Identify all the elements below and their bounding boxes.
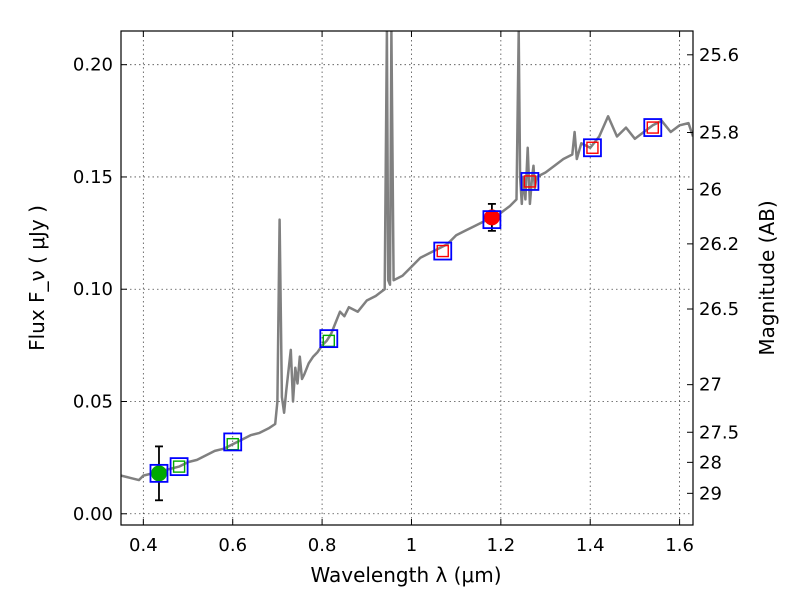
plot-frame: [120, 30, 694, 526]
photometry-square: [583, 138, 602, 158]
y2-tick-label: 26: [699, 179, 722, 200]
grid: [121, 31, 693, 525]
x-tick-label: 1: [406, 535, 417, 556]
observed-point: [483, 209, 500, 226]
photometry-square: [520, 172, 540, 191]
y-tick-label: 0.20: [73, 55, 113, 76]
photometry-square: [172, 460, 186, 473]
photometry-square: [223, 432, 243, 452]
x-tick-label: 0.8: [308, 535, 337, 556]
observed-point: [150, 465, 167, 482]
plot-content: [121, 31, 693, 502]
y2-tick-label: 29: [699, 483, 722, 504]
x-tick-label: 1.4: [576, 535, 605, 556]
x-tick-label: 1.2: [487, 535, 516, 556]
photometry-square: [433, 241, 453, 261]
photometry-square: [646, 121, 659, 134]
y-tick-label: 0.10: [73, 279, 113, 300]
y2-tick-label: 27: [699, 375, 722, 396]
photometry-square: [169, 457, 189, 477]
y2-axis-label: Magnitude (AB): [755, 200, 779, 355]
y2-tick-label: 28: [699, 452, 722, 473]
y2-tick-label: 25.8: [699, 122, 739, 143]
x-tick-label: 0.4: [129, 535, 158, 556]
photometry-square: [149, 463, 169, 483]
y2-tick-label: 25.6: [699, 45, 739, 66]
photometry-square: [436, 244, 449, 258]
ticks: 0.4 0.6 0.8 1 1.2 1.4 1.6 0.00 0.05 0.10 0.15 0.20 2…: [73, 31, 739, 556]
photometry-square: [523, 175, 537, 188]
photometry-square: [482, 210, 502, 230]
photometry-square: [319, 329, 339, 349]
y-tick-label: 0.15: [73, 167, 113, 188]
y-tick-label: 0.00: [73, 504, 113, 525]
x-axis-label: Wavelength λ (μm): [310, 563, 501, 587]
y-tick-label: 0.05: [73, 392, 113, 413]
photometry-square: [586, 141, 599, 154]
x-tick-label: 0.6: [218, 535, 247, 556]
y2-tick-label: 27.5: [699, 422, 739, 443]
spectrum-line: [121, 31, 693, 482]
photometry-square: [643, 118, 663, 137]
x-tick-label: 1.6: [665, 535, 694, 556]
y2-tick-label: 26.2: [699, 234, 739, 255]
y-axis-label: Flux F_ν ( μJy ): [25, 205, 49, 351]
y2-tick-label: 26.5: [699, 299, 739, 320]
